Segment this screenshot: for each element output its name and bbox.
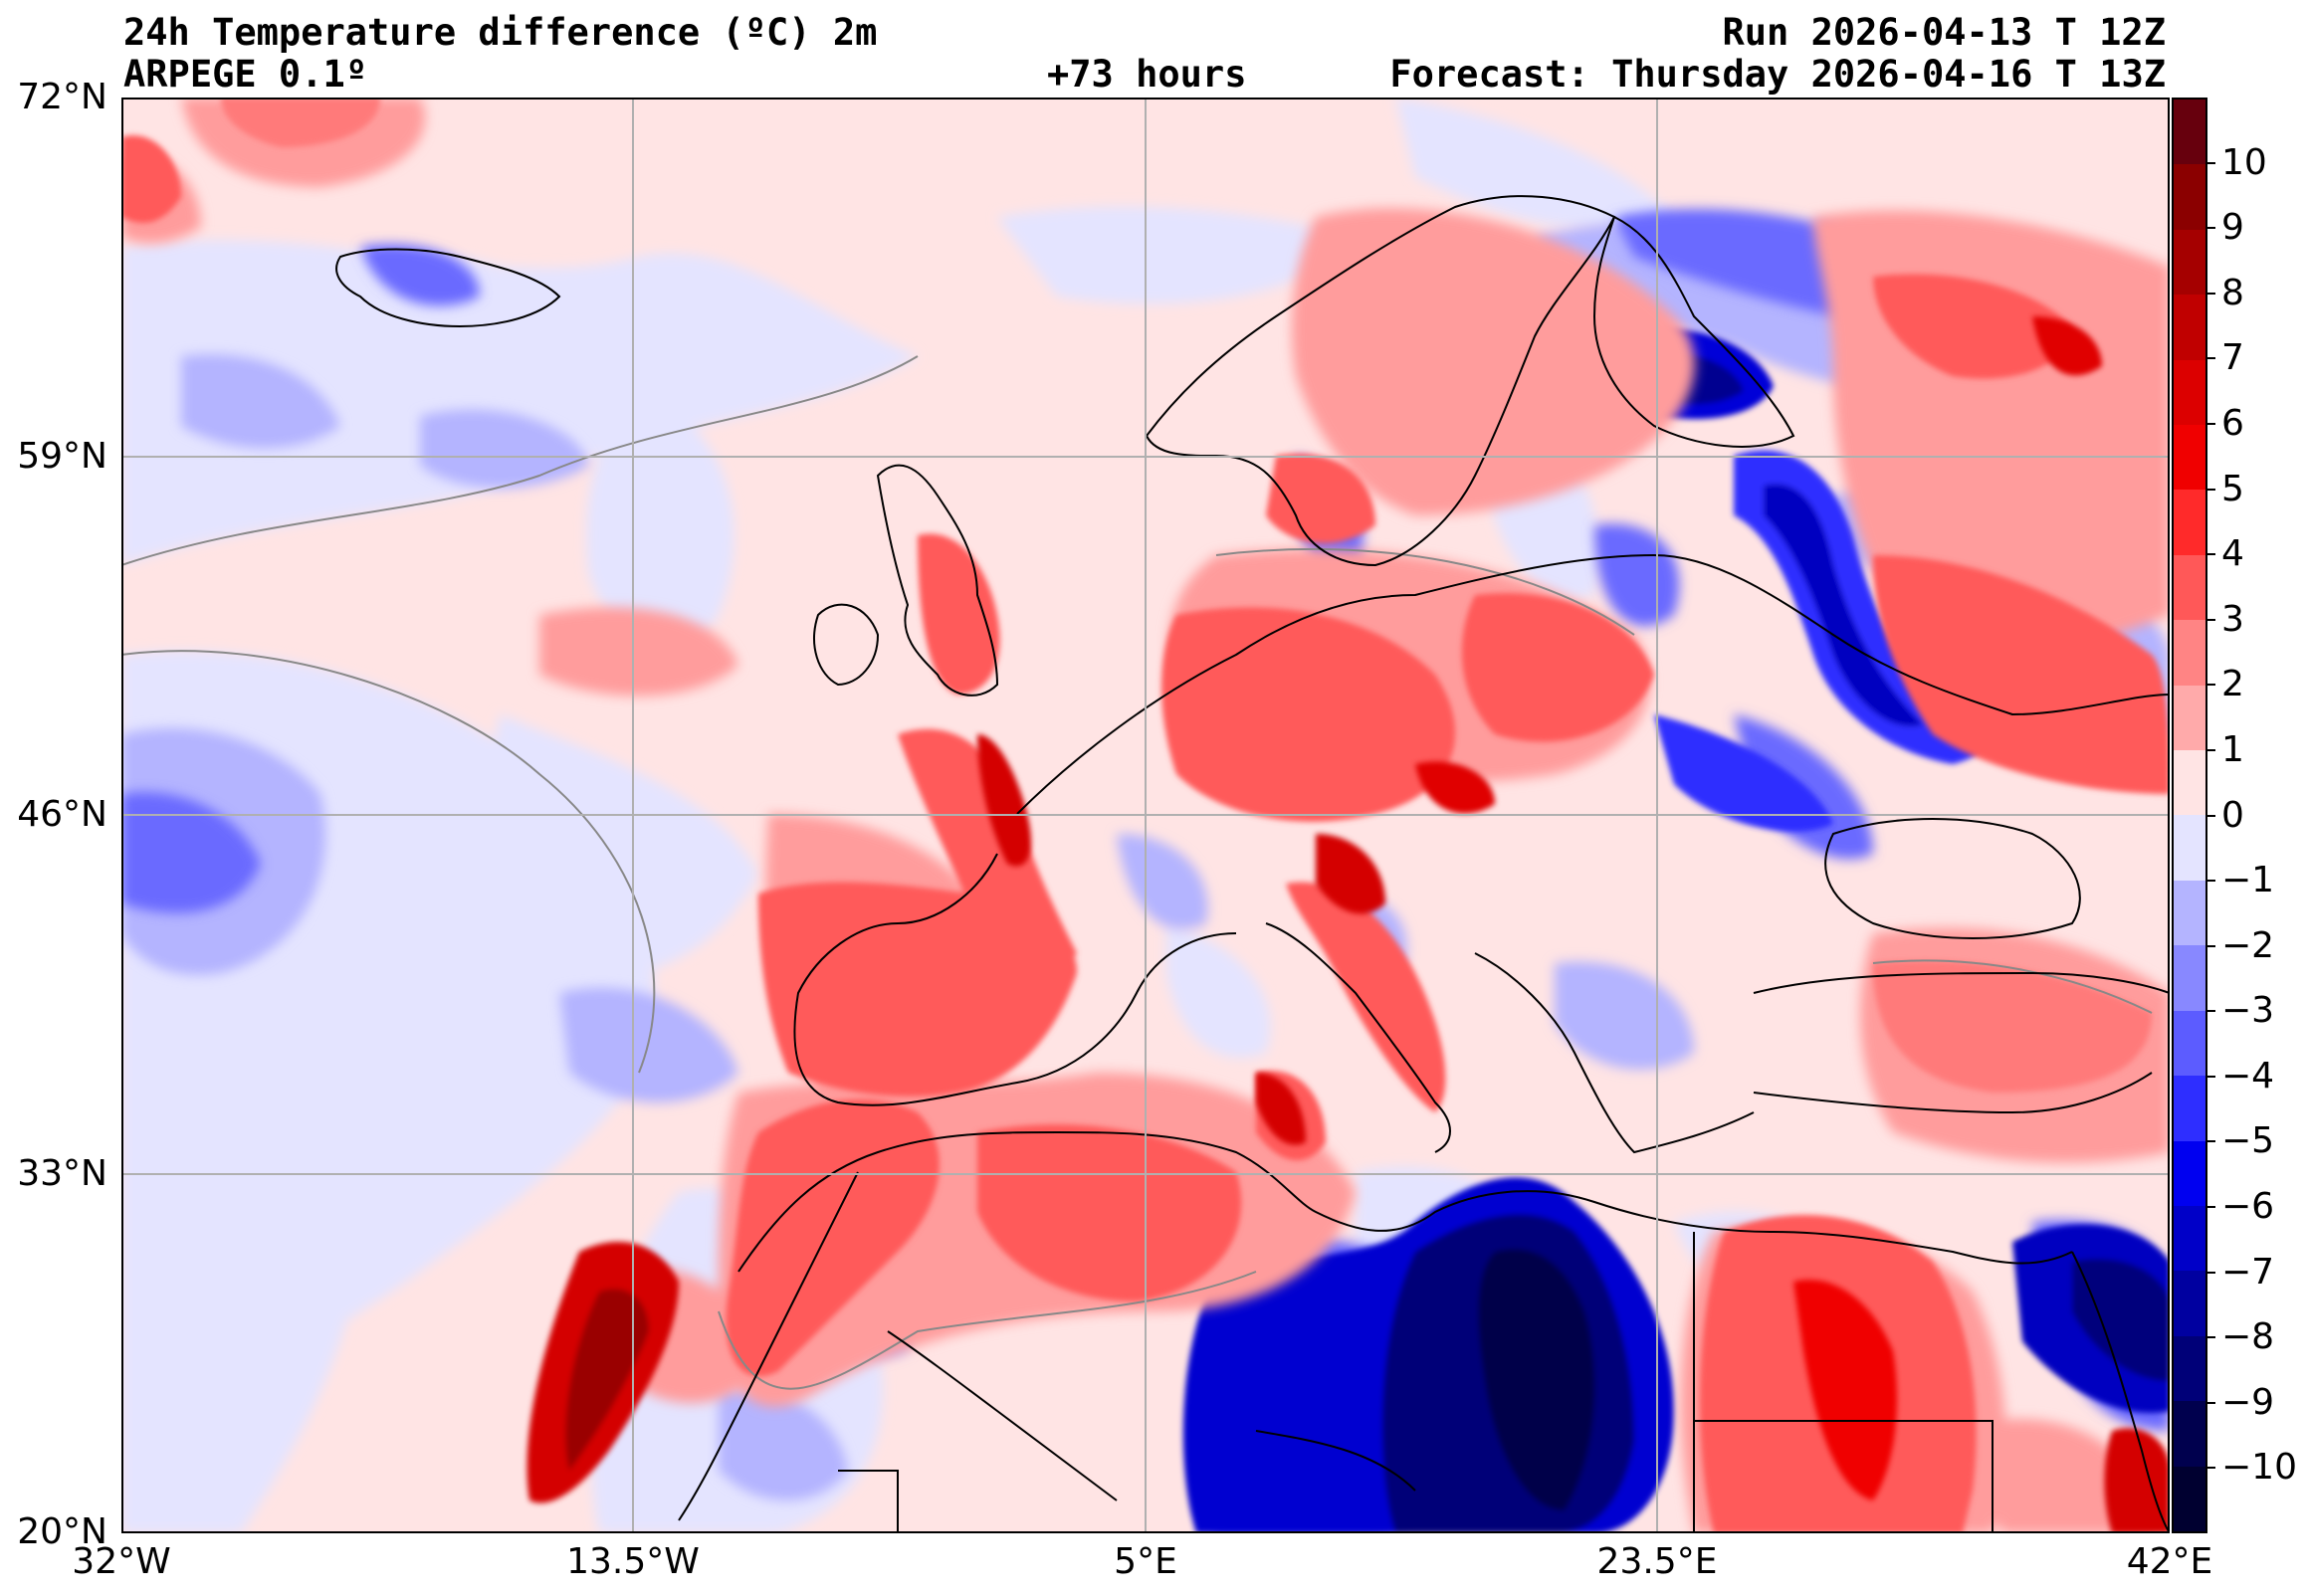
colorbar-tick (2207, 944, 2215, 947)
colorbar-label: 5 (2221, 468, 2244, 509)
lon-label-23-5e: 23.5°E (1596, 1541, 1718, 1582)
temperature-colorbar (2172, 98, 2207, 1533)
colorbar-tick (2207, 422, 2215, 425)
warm-strong-patches (526, 316, 2170, 1533)
colorbar-label: 8 (2221, 272, 2244, 313)
colorbar-label: −4 (2221, 1055, 2275, 1097)
lat-label-59n: 59°N (17, 436, 107, 477)
lon-label-42e: 42°E (2126, 1541, 2213, 1582)
lon-label-5e: 5°E (1114, 1541, 1177, 1582)
colorbar-segment (2174, 880, 2205, 946)
colorbar-segment (2174, 1205, 2205, 1272)
colorbar-label: −1 (2221, 860, 2275, 901)
colorbar-segment (2174, 295, 2205, 360)
map-title: 24h Temperature difference (ºC) 2m (123, 11, 878, 54)
colorbar-label: 2 (2221, 664, 2244, 705)
colorbar-tick (2207, 1075, 2215, 1078)
colorbar-tick (2207, 488, 2215, 491)
model-label: ARPEGE 0.1º (123, 53, 368, 96)
colorbar-tick (2207, 880, 2215, 883)
colorbar-label: 10 (2221, 141, 2267, 183)
colorbar-segment (2174, 1271, 2205, 1336)
colorbar-label: −10 (2221, 1447, 2297, 1489)
colorbar-label: −8 (2221, 1316, 2275, 1358)
colorbar-label: −2 (2221, 924, 2275, 966)
colorbar-tick (2207, 1401, 2215, 1404)
colorbar-segment (2174, 1076, 2205, 1141)
graticule (121, 98, 2170, 1533)
colorbar-segment (2174, 164, 2205, 230)
colorbar-tick (2207, 357, 2215, 360)
colorbar-label: 6 (2221, 402, 2244, 444)
colorbar-tick (2207, 1140, 2215, 1143)
colorbar-segment (2174, 1140, 2205, 1206)
lat-label-20n: 20°N (17, 1511, 107, 1552)
colorbar-label: 4 (2221, 533, 2244, 575)
colorbar-label: 1 (2221, 728, 2244, 770)
colorbar-label: 3 (2221, 598, 2244, 640)
colorbar-tick (2207, 292, 2215, 295)
colorbar-tick (2207, 1206, 2215, 1209)
colorbar-label: −6 (2221, 1186, 2275, 1228)
lead-time-label: +73 hours (1047, 53, 1247, 96)
run-label: Run 2026-04-13 T 12Z (1722, 11, 2166, 54)
colorbar-tick (2207, 1467, 2215, 1470)
colorbar-tick (2207, 618, 2215, 621)
colorbar-segment (2174, 229, 2205, 296)
lat-label-46n: 46°N (17, 794, 107, 835)
colorbar-segment (2174, 1401, 2205, 1467)
colorbar-segment (2174, 100, 2205, 165)
lat-label-33n: 33°N (17, 1153, 107, 1194)
colorbar-segment (2174, 1335, 2205, 1402)
colorbar-segment (2174, 1010, 2205, 1077)
colorbar-tick (2207, 748, 2215, 751)
lon-label-13-5w: 13.5°W (566, 1541, 700, 1582)
colorbar-segment (2174, 359, 2205, 426)
colorbar-tick (2207, 553, 2215, 556)
lat-label-72n: 72°N (17, 77, 107, 117)
temperature-difference-map[interactable] (121, 98, 2170, 1533)
colorbar-tick (2207, 1010, 2215, 1013)
colorbar-tick (2207, 227, 2215, 230)
colorbar-segment (2174, 1466, 2205, 1531)
colorbar-segment (2174, 750, 2205, 816)
colorbar-tick (2207, 161, 2215, 164)
lon-label-32w: 32°W (72, 1541, 171, 1582)
colorbar-label: 9 (2221, 207, 2244, 249)
colorbar-segment (2174, 620, 2205, 686)
contour-lines (121, 355, 2153, 1390)
colorbar-segment (2174, 490, 2205, 555)
colorbar-label: −5 (2221, 1120, 2275, 1162)
colorbar-tick (2207, 1336, 2215, 1339)
colorbar-label: 7 (2221, 337, 2244, 379)
colorbar-label: −9 (2221, 1381, 2275, 1423)
colorbar-segment (2174, 945, 2205, 1011)
colorbar-segment (2174, 815, 2205, 881)
colorbar-segment (2174, 554, 2205, 621)
colorbar-segment (2174, 685, 2205, 751)
coastlines (335, 195, 2170, 1533)
colorbar-label: −3 (2221, 990, 2275, 1032)
forecast-label: Forecast: Thursday 2026-04-16 T 13Z (1389, 53, 2166, 96)
colorbar-tick (2207, 814, 2215, 817)
colorbar-segment (2174, 425, 2205, 491)
colorbar-tick (2207, 684, 2215, 687)
colorbar-tick (2207, 1271, 2215, 1274)
colorbar-label: 0 (2221, 794, 2244, 836)
colorbar-label: −7 (2221, 1251, 2275, 1293)
